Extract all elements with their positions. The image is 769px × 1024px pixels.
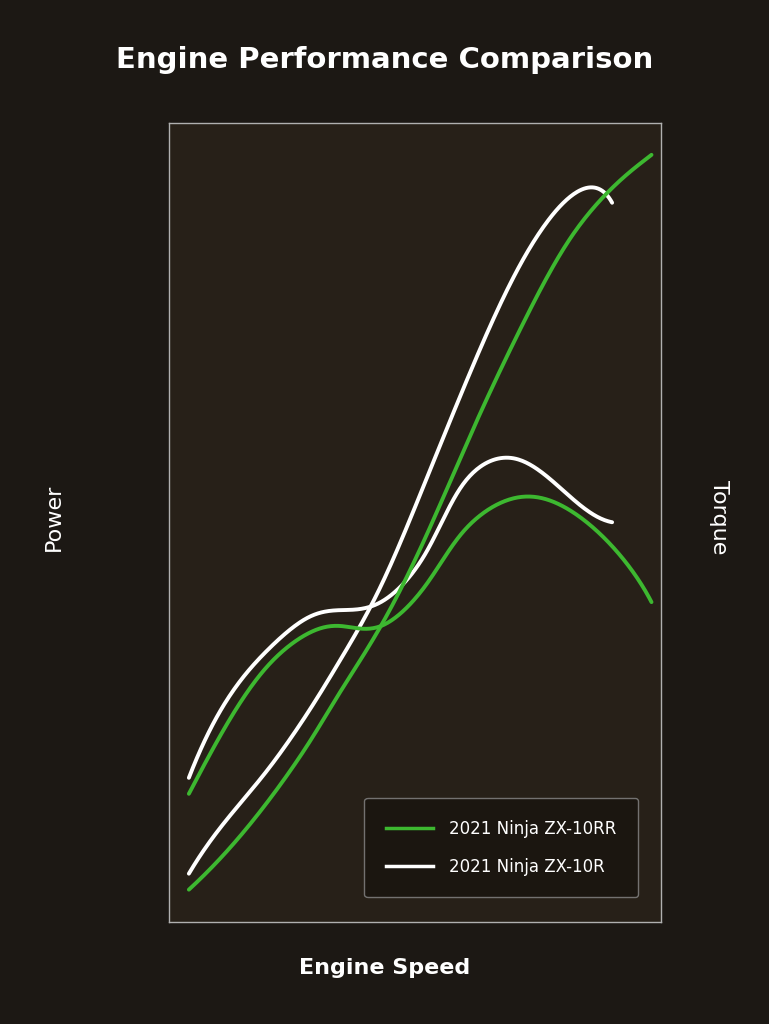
Text: Engine Performance Comparison: Engine Performance Comparison [116,46,653,74]
Text: Torque: Torque [709,480,729,554]
Text: Power: Power [44,483,64,551]
Legend: 2021 Ninja ZX-10RR, 2021 Ninja ZX-10R: 2021 Ninja ZX-10RR, 2021 Ninja ZX-10R [365,798,638,897]
Text: Engine Speed: Engine Speed [299,957,470,978]
